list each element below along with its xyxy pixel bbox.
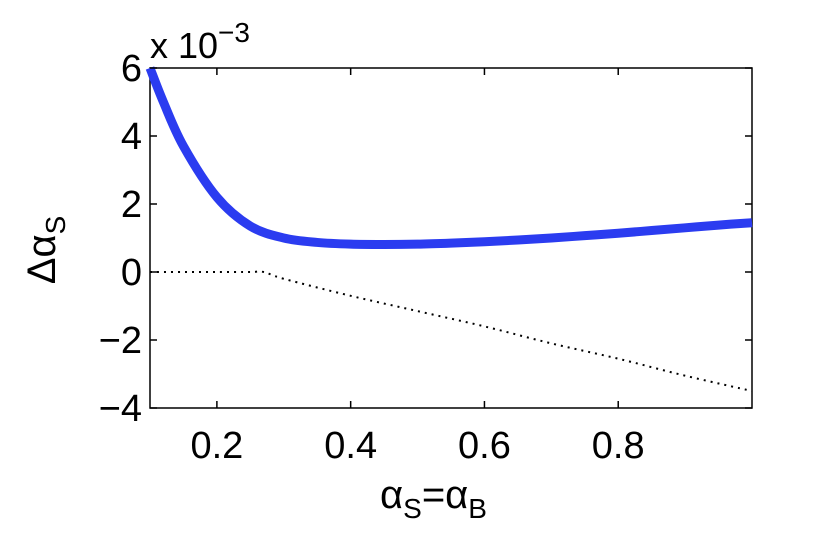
series-layer — [145, 66, 753, 392]
y-tick-label: −4 — [99, 388, 142, 430]
y-tick-label: 0 — [121, 252, 142, 294]
exponent-label: x 10−3 — [150, 17, 250, 66]
y-tick-label: 4 — [121, 116, 142, 158]
plot-frame — [149, 67, 753, 409]
y-axis-label-sub: S — [40, 216, 71, 235]
exponent-power: −3 — [218, 17, 250, 48]
y-axis-label-main: Δα — [20, 234, 64, 284]
x-axis-label-eq: =α — [422, 473, 468, 517]
x-tick-label: 0.6 — [458, 425, 511, 467]
svg-text:x 10−3: x 10−3 — [150, 17, 250, 66]
svg-text:ΔαS: ΔαS — [20, 216, 71, 285]
y-axis-label: ΔαS — [20, 216, 71, 285]
y-tick-label: 6 — [121, 48, 142, 90]
svg-text:αS=αB: αS=αB — [380, 473, 487, 524]
x-axis-label-sub2: B — [468, 493, 487, 524]
y-tick-label: 2 — [121, 184, 142, 226]
x-axis-label: αS=αB — [380, 473, 487, 524]
exponent-base: x 10 — [150, 25, 218, 66]
x-tick-label: 0.2 — [190, 425, 243, 467]
x-axis-label-sub: S — [403, 493, 422, 524]
x-axis-label-main: α — [380, 473, 403, 517]
dotted-series-line — [150, 270, 753, 392]
x-tick-label: 0.8 — [592, 425, 645, 467]
x-tick-label: 0.4 — [324, 425, 377, 467]
plot-area — [149, 67, 753, 409]
ticks-layer: 0.2 0.4 0.6 0.8 −4 −2 0 2 4 6 — [99, 48, 752, 467]
solid-series-line — [145, 66, 753, 249]
y-tick-label: −2 — [99, 320, 142, 362]
